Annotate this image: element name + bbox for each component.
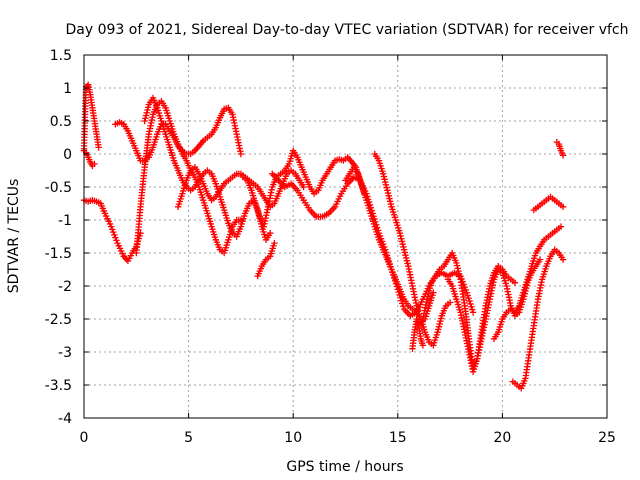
data-point — [300, 183, 307, 191]
data-point — [467, 300, 474, 308]
data-points-layer — [80, 81, 567, 392]
data-point — [463, 289, 471, 296]
y-tick-label: 1.5 — [50, 48, 72, 64]
series-pass-17 — [509, 246, 567, 392]
y-tick-label: -3 — [58, 345, 72, 361]
data-point — [271, 239, 278, 247]
data-point — [464, 292, 471, 299]
x-axis-label: GPS time / hours — [286, 459, 403, 475]
series-pass-5 — [133, 98, 245, 257]
data-point — [95, 144, 102, 151]
series-pass-3 — [80, 147, 98, 170]
series-pass-19 — [553, 138, 567, 159]
data-point — [536, 256, 544, 263]
data-point — [419, 342, 427, 349]
series-pass-15 — [444, 256, 544, 375]
y-tick-label: -0.5 — [45, 180, 72, 196]
series-pass-1 — [80, 197, 144, 265]
data-point — [559, 152, 567, 159]
data-point — [468, 303, 475, 310]
x-tick-label: 10 — [284, 430, 302, 446]
data-point — [557, 223, 565, 230]
data-point — [559, 256, 567, 263]
y-tick-label: -2 — [58, 279, 72, 295]
tick-layer: -4 -3.5 -3 -2.5 -2 -1.5 -1 -0.5 0 0.5 1 1.5 0 5 10 15 20… — [45, 48, 616, 446]
y-axis-label: SDTVAR / TECUs — [6, 179, 22, 294]
x-tick-label: 0 — [80, 430, 89, 446]
chart-title: Day 093 of 2021, Sidereal Day-to-day VTE… — [65, 22, 628, 38]
plot-frame — [83, 54, 608, 419]
data-point — [469, 306, 476, 313]
series-pass-12 — [371, 150, 437, 326]
y-tick-label: -4 — [58, 411, 72, 427]
data-point — [511, 279, 519, 286]
y-tick-label: 1 — [63, 81, 72, 97]
x-tick-label: 20 — [493, 430, 511, 446]
data-point — [430, 289, 437, 296]
series-pass-13 — [409, 315, 427, 352]
data-point — [469, 309, 477, 316]
data-point — [237, 150, 245, 158]
data-point — [446, 299, 454, 306]
series-pass-7 — [174, 164, 307, 210]
data-point — [465, 295, 472, 302]
y-tick-label: -3.5 — [45, 378, 72, 394]
x-tick-label: 25 — [598, 430, 616, 446]
y-tick-label: -1 — [58, 213, 72, 229]
series-pass-16 — [490, 223, 565, 342]
series-pass-4 — [112, 104, 245, 164]
y-tick-label: 0.5 — [50, 114, 72, 130]
x-tick-label: 5 — [184, 430, 193, 446]
series-pass-10 — [269, 170, 477, 319]
data-point — [266, 230, 274, 237]
x-tick-label: 15 — [389, 430, 407, 446]
data-point — [559, 203, 567, 210]
y-tick-label: 0 — [63, 147, 72, 163]
data-point — [91, 160, 98, 168]
y-tick-label: -1.5 — [45, 246, 72, 262]
series-pass-9 — [254, 239, 278, 280]
data-point — [466, 297, 473, 305]
y-tick-label: -2.5 — [45, 312, 72, 328]
series-pass-8 — [239, 147, 368, 230]
series-pass-18 — [530, 193, 567, 214]
